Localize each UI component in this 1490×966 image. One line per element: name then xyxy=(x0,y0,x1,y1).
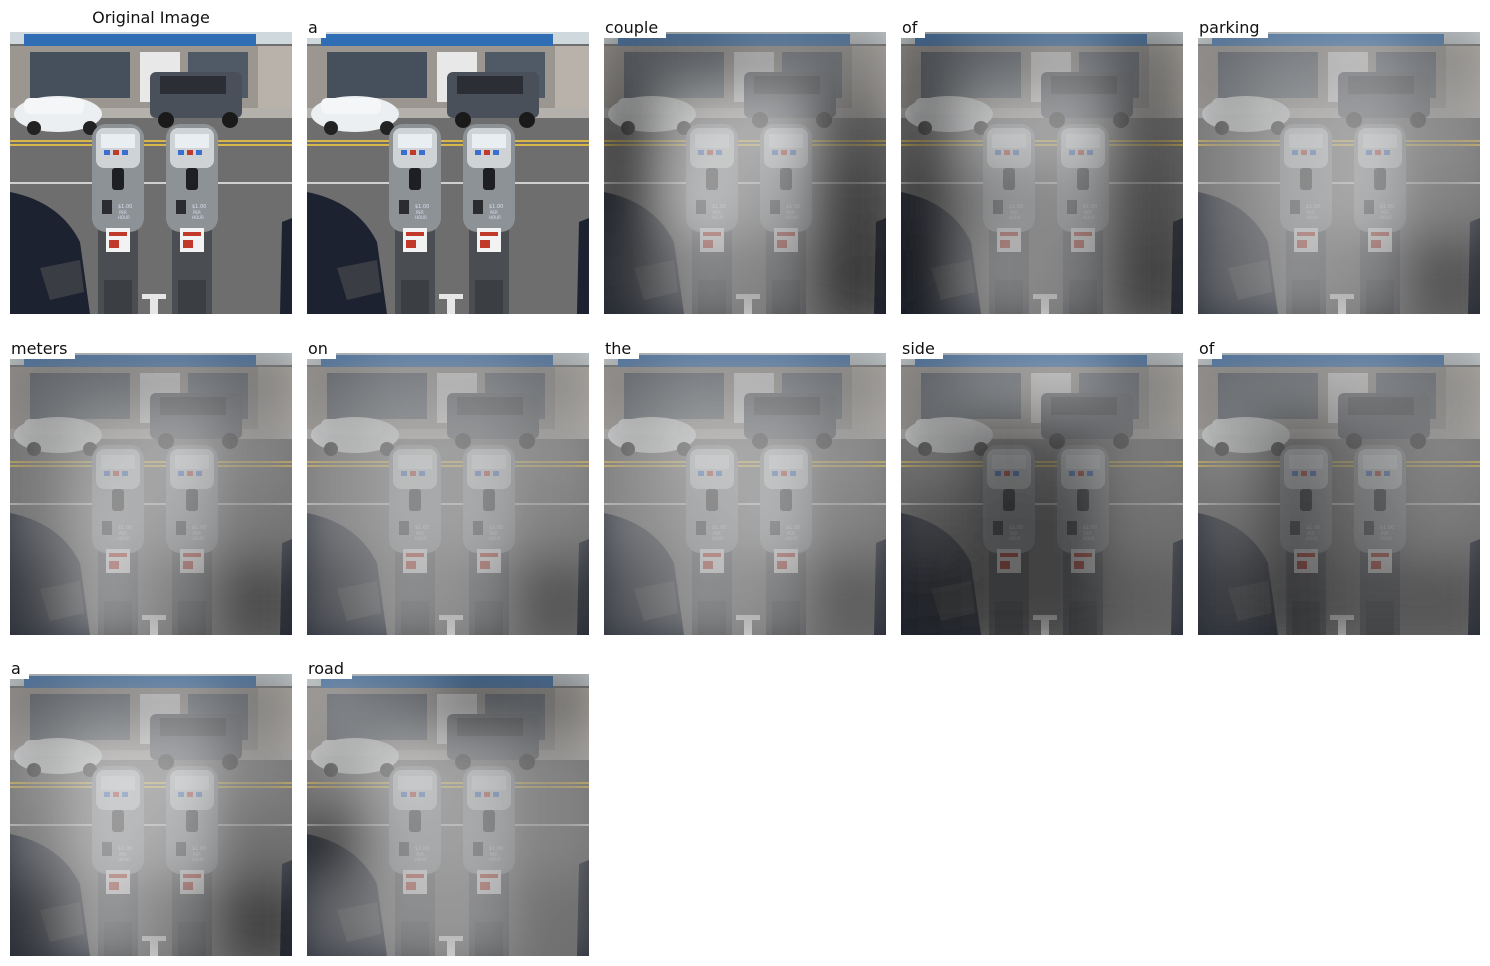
street-scene-image: $1.00 PER HOUR $1.00 PER HOUR xyxy=(10,353,292,635)
svg-text:PER: PER xyxy=(490,210,498,215)
attention-map: $1.00 PER HOUR $1.00 PER HOUR xyxy=(10,674,292,956)
original-image-title: Original Image xyxy=(92,8,210,27)
attention-map: $1.00 PER HOUR $1.00 PER HOUR xyxy=(10,353,292,635)
street-scene-image: $1.00 PER HOUR $1.00 PER HOUR xyxy=(307,32,589,314)
attention-overlay xyxy=(901,353,1183,635)
attention-overlay xyxy=(307,674,589,956)
svg-text:PER: PER xyxy=(416,210,424,215)
word-label: side xyxy=(901,339,943,359)
svg-text:HOUR: HOUR xyxy=(415,215,427,220)
street-scene-image: $1.00 PER HOUR $1.00 PER HOUR xyxy=(10,674,292,956)
svg-text:HOUR: HOUR xyxy=(118,215,130,220)
attention-overlay xyxy=(1198,32,1480,314)
word-label: of xyxy=(1198,339,1223,359)
attention-overlay xyxy=(604,32,886,314)
word-label: a xyxy=(10,659,29,679)
original-image: $1.00 PER HOUR $1.00 PER HOUR xyxy=(10,32,292,314)
word-label: parking xyxy=(1198,18,1268,38)
street-scene-image: $1.00 PER HOUR $1.00 PER HOUR xyxy=(604,32,886,314)
svg-text:$1.00: $1.00 xyxy=(415,204,429,210)
attention-overlay xyxy=(10,674,292,956)
parking-meter-left: $1.00 PER HOUR xyxy=(92,124,144,314)
attention-map: $1.00 PER HOUR $1.00 PER HOUR xyxy=(901,353,1183,635)
street-scene-image: $1.00 PER HOUR $1.00 PER HOUR xyxy=(604,353,886,635)
svg-text:$1.00: $1.00 xyxy=(192,204,206,210)
parking-meter-right: $1.00 PER HOUR xyxy=(463,124,515,314)
attention-map: $1.00 PER HOUR $1.00 PER HOUR xyxy=(604,353,886,635)
attention-map: $1.00 PER HOUR $1.00 PER HOUR xyxy=(307,353,589,635)
attention-map: $1.00 PER HOUR $1.00 PER HOUR xyxy=(1198,353,1480,635)
attention-map: $1.00 PER HOUR $1.00 PER HOUR xyxy=(307,32,589,314)
word-label: a xyxy=(307,18,326,38)
attention-overlay xyxy=(307,353,589,635)
street-scene-image: $1.00 PER HOUR $1.00 PER HOUR xyxy=(1198,353,1480,635)
word-label: road xyxy=(307,659,352,679)
svg-text:HOUR: HOUR xyxy=(489,215,501,220)
street-scene-image: $1.00 PER HOUR $1.00 PER HOUR xyxy=(901,353,1183,635)
word-label: on xyxy=(307,339,336,359)
parking-meter-right: $1.00 PER HOUR xyxy=(166,124,218,314)
word-label: couple xyxy=(604,18,667,38)
svg-text:$1.00: $1.00 xyxy=(489,204,503,210)
attention-overlay xyxy=(901,32,1183,314)
street-scene-image: $1.00 PER HOUR $1.00 PER HOUR xyxy=(1198,32,1480,314)
word-label: of xyxy=(901,18,926,38)
attention-map: $1.00 PER HOUR $1.00 PER HOUR xyxy=(1198,32,1480,314)
attention-overlay xyxy=(1198,353,1480,635)
street-scene-image: $1.00 PER HOUR $1.00 PER HOUR xyxy=(901,32,1183,314)
street-scene-image: $1.00 PER HOUR $1.00 PER HOUR xyxy=(307,674,589,956)
word-label: the xyxy=(604,339,640,359)
svg-text:$1.00: $1.00 xyxy=(118,204,132,210)
street-scene-image: $1.00 PER HOUR $1.00 PER HOUR xyxy=(307,353,589,635)
word-label: meters xyxy=(10,339,76,359)
parking-meter-left: $1.00 PER HOUR xyxy=(389,124,441,314)
attention-overlay xyxy=(10,353,292,635)
street-scene-image: $1.00 PER HOUR $1.00 PER HOUR xyxy=(10,32,292,314)
attention-map: $1.00 PER HOUR $1.00 PER HOUR xyxy=(901,32,1183,314)
svg-text:PER: PER xyxy=(193,210,201,215)
svg-text:PER: PER xyxy=(119,210,127,215)
svg-text:HOUR: HOUR xyxy=(192,215,204,220)
attention-map: $1.00 PER HOUR $1.00 PER HOUR xyxy=(604,32,886,314)
attention-map: $1.00 PER HOUR $1.00 PER HOUR xyxy=(307,674,589,956)
attention-overlay xyxy=(604,353,886,635)
